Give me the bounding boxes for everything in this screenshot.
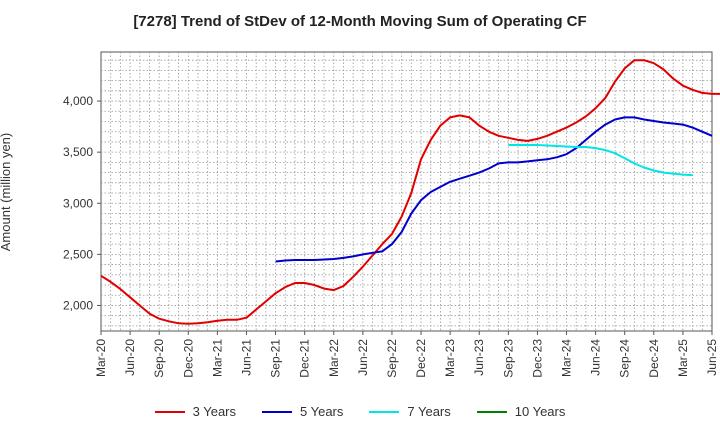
x-tick-label: Jun-20 (123, 339, 137, 376)
x-tick-label: Dec-21 (298, 339, 312, 378)
x-tick-label: Dec-20 (181, 339, 195, 378)
chart-title: [7278] Trend of StDev of 12-Month Moving… (133, 13, 587, 30)
legend-label: 5 Years (300, 404, 344, 419)
x-tick-label: Mar-21 (210, 339, 224, 377)
y-tick-label: 3,000 (63, 196, 93, 210)
legend-label: 10 Years (514, 404, 566, 419)
y-tick-label: 2,500 (63, 247, 93, 261)
x-tick-label: Mar-20 (94, 339, 108, 377)
y-tick-label: 2,000 (63, 298, 93, 312)
x-tick-label: Mar-22 (327, 339, 341, 377)
x-tick-label: Sep-20 (152, 339, 166, 378)
y-tick-label: 3,500 (63, 145, 93, 159)
x-tick-label: Jun-25 (705, 339, 719, 376)
x-tick-label: Jun-21 (239, 339, 253, 376)
plot-frame (100, 51, 713, 332)
legend: 3 Years 5 Years 7 Years 10 Years (0, 404, 720, 419)
legend-item: 3 Years (154, 404, 236, 419)
legend-item: 10 Years (476, 404, 566, 419)
x-tick-label: Sep-22 (385, 339, 399, 378)
legend-swatch (154, 410, 185, 413)
series-line-5-years (275, 116, 713, 263)
x-tick-label: Mar-24 (560, 339, 574, 377)
x-tick-label: Dec-24 (647, 339, 661, 378)
legend-item: 7 Years (369, 404, 451, 419)
x-tick-label: Jun-23 (472, 339, 486, 376)
x-tick-label: Dec-23 (530, 339, 544, 378)
y-tick-label: 4,000 (63, 94, 93, 108)
series-line-3-years (100, 59, 720, 325)
x-tick-label: Dec-22 (414, 339, 428, 378)
legend-label: 3 Years (192, 404, 236, 419)
legend-label: 7 Years (407, 404, 451, 419)
x-tick-label: Jun-24 (589, 339, 603, 376)
series-line-7-years (508, 144, 693, 177)
x-tick-label: Jun-22 (356, 339, 370, 376)
x-tick-label: Mar-25 (676, 339, 690, 377)
x-tick-label: Sep-24 (618, 339, 632, 378)
x-tick-label: Sep-21 (269, 339, 283, 378)
x-tick-label: Sep-23 (501, 339, 515, 378)
legend-item: 5 Years (262, 404, 343, 419)
x-tick-label: Mar-23 (443, 339, 457, 377)
legend-swatch (369, 410, 400, 413)
legend-swatch (262, 410, 292, 413)
legend-swatch (476, 410, 507, 413)
